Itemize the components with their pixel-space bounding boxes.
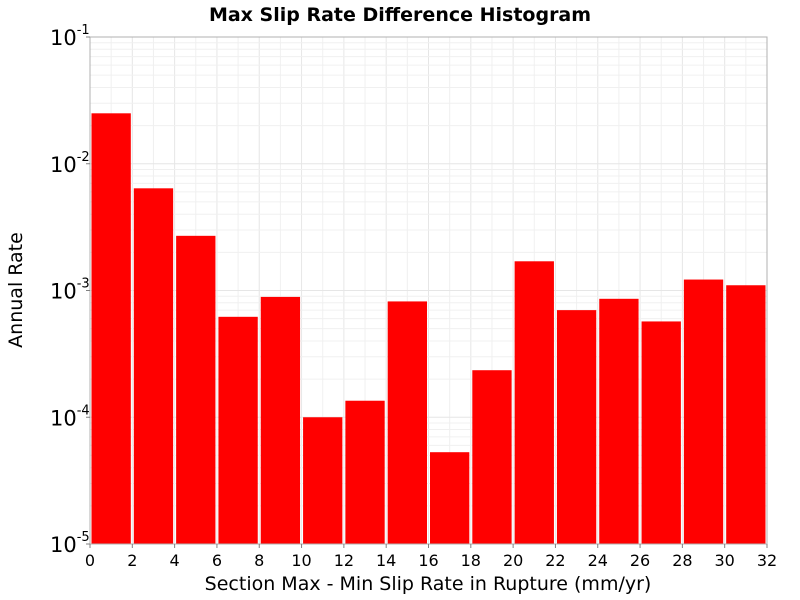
y-tick-label: 10-3 bbox=[50, 277, 90, 304]
histogram-bar bbox=[260, 296, 301, 544]
histogram-bar bbox=[683, 279, 724, 544]
histogram-bar bbox=[218, 316, 258, 544]
x-tick-label: 2 bbox=[127, 551, 137, 570]
x-tick-label: 8 bbox=[254, 551, 264, 570]
x-tick-label: 20 bbox=[503, 551, 523, 570]
x-tick-label: 32 bbox=[757, 551, 777, 570]
x-tick-label: 26 bbox=[630, 551, 650, 570]
y-tick-label: 10-5 bbox=[50, 530, 90, 557]
histogram-bar bbox=[91, 113, 131, 545]
x-tick-label: 12 bbox=[334, 551, 354, 570]
chart-title: Max Slip Rate Difference Histogram bbox=[209, 4, 591, 26]
x-tick-label: 0 bbox=[85, 551, 95, 570]
x-tick-label: 24 bbox=[588, 551, 608, 570]
x-axis-label: Section Max - Min Slip Rate in Rupture (… bbox=[205, 573, 652, 595]
histogram-bar bbox=[726, 285, 766, 544]
y-axis-ticks: 10-1 10-2 10-3 10-4 10-5 bbox=[50, 23, 90, 557]
histogram-bar bbox=[345, 400, 385, 544]
x-tick-label: 30 bbox=[715, 551, 735, 570]
histogram-bar bbox=[387, 301, 427, 544]
x-tick-label: 18 bbox=[461, 551, 481, 570]
histogram-bar bbox=[176, 235, 216, 544]
histogram-bar bbox=[556, 310, 597, 544]
x-tick-label: 6 bbox=[212, 551, 222, 570]
x-tick-label: 28 bbox=[672, 551, 692, 570]
y-axis-label: Annual Rate bbox=[5, 232, 27, 348]
histogram-bar bbox=[472, 370, 512, 544]
x-tick-label: 22 bbox=[545, 551, 565, 570]
x-tick-label: 4 bbox=[170, 551, 180, 570]
x-tick-label: 14 bbox=[376, 551, 396, 570]
histogram-bar bbox=[514, 261, 554, 544]
y-tick-label: 10-2 bbox=[50, 150, 90, 177]
bars bbox=[91, 113, 766, 545]
histogram-bar bbox=[133, 188, 174, 544]
y-tick-label: 10-4 bbox=[50, 403, 90, 430]
x-tick-label: 16 bbox=[418, 551, 438, 570]
x-tick-label: 10 bbox=[291, 551, 311, 570]
histogram-bar bbox=[641, 321, 681, 544]
histogram-bar bbox=[430, 452, 470, 544]
y-tick-label: 10-1 bbox=[50, 23, 90, 50]
histogram-bar bbox=[303, 417, 343, 544]
histogram-bar bbox=[599, 298, 639, 544]
x-axis-ticks: 0 2 4 6 8 10 12 14 16 18 20 22 24 26 28 30 32 bbox=[85, 544, 777, 570]
